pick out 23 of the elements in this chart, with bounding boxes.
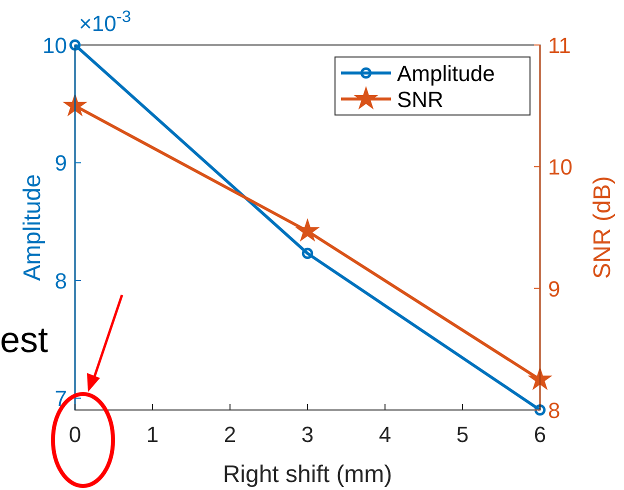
y-tick-label: 10 <box>42 33 67 58</box>
y2-axis-title: SNR (dB) <box>589 176 616 279</box>
y-tick-label: 8 <box>54 268 67 294</box>
x-tick-label: 1 <box>146 422 159 447</box>
y-axis-title: Amplitude <box>19 174 46 281</box>
x-tick-label: 2 <box>224 422 236 447</box>
x-tick-label: 5 <box>456 422 469 447</box>
x-tick-label: 6 <box>534 422 546 447</box>
y2-tick-label: 9 <box>548 276 560 302</box>
point <box>302 248 314 260</box>
x-tick-label: 0 <box>68 422 82 447</box>
text: est <box>0 319 48 360</box>
y2-tick-label: 10 <box>548 154 572 180</box>
legend-label: Amplitude <box>397 61 495 86</box>
x-tick-label: 3 <box>301 422 314 447</box>
legend-label: SNR <box>397 87 444 112</box>
y2-tick-label: 8 <box>548 398 560 423</box>
text: ×10$^{-3}$ <box>79 8 131 36</box>
y2-tick-label: 11 <box>548 33 571 58</box>
y-tick-label: 9 <box>54 150 67 176</box>
x-tick-label: 4 <box>378 422 392 447</box>
y-tick-label: 7 <box>54 386 67 412</box>
x-axis-title: Right shift (mm) <box>222 461 392 488</box>
